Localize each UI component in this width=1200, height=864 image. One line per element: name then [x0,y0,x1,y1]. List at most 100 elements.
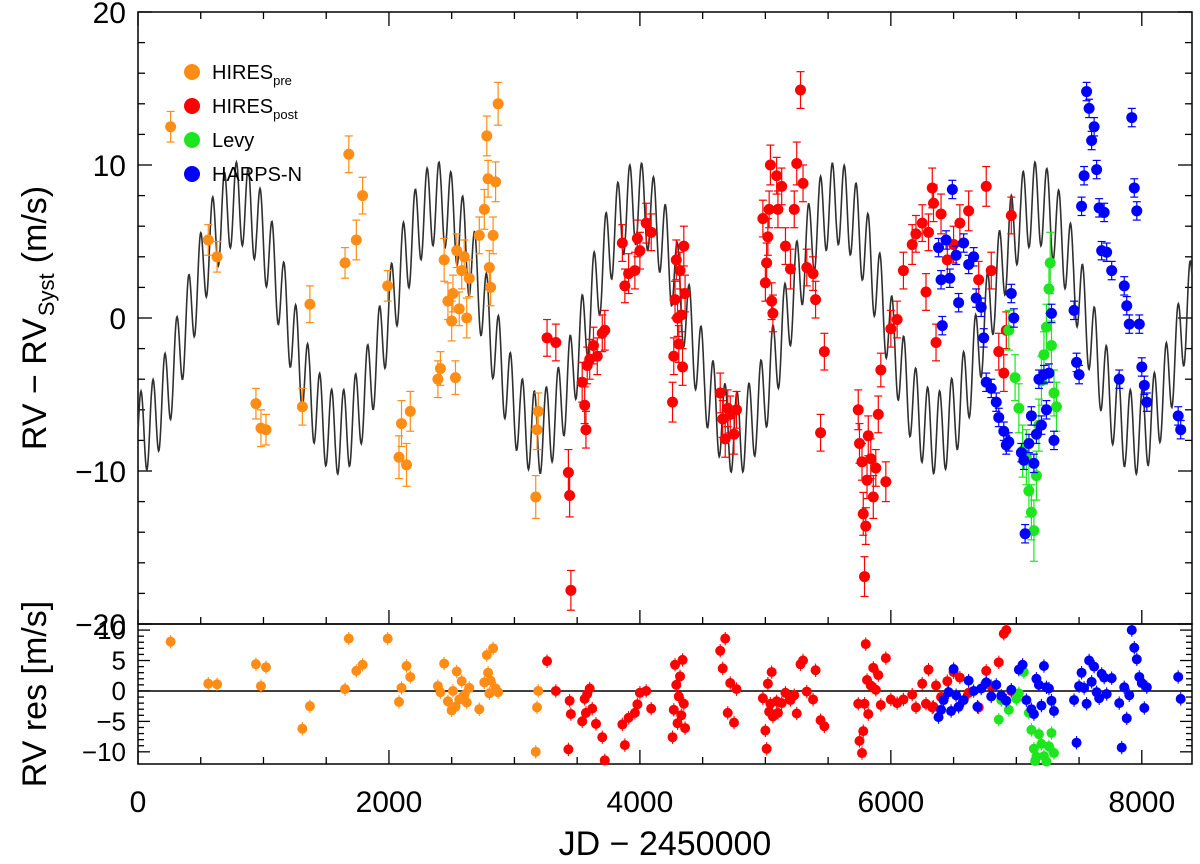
data-point [1128,182,1140,194]
data-point [998,425,1010,437]
data-point [936,320,948,332]
res-data-point [1141,682,1152,693]
res-data-point [910,702,921,713]
data-point [1091,164,1103,176]
data-point [438,254,450,266]
data-point [343,148,355,160]
data-point [296,401,308,413]
xtick-label: 4000 [607,786,674,819]
data-point [1081,86,1093,98]
res-data-point [958,695,969,706]
data-point [1175,424,1187,436]
res-data-point [1041,756,1052,767]
res-data-point [898,694,909,705]
res-data-point [936,704,947,715]
data-point [860,520,872,532]
data-point [446,315,458,327]
res-data-point [550,685,561,696]
res-data-point [854,735,865,746]
data-point [797,177,809,189]
data-point [580,424,592,436]
data-point [1005,209,1017,221]
data-point [767,307,779,319]
data-point [1019,528,1031,540]
data-point [1121,300,1133,312]
data-point [1008,312,1020,324]
data-point [165,121,177,133]
series-harps-n [933,81,1187,544]
data-point [1003,324,1015,336]
data-point [1086,135,1098,147]
res-data-point [587,703,598,714]
res-data-point [1081,698,1092,709]
res-data-point [772,707,783,718]
res-data-point [447,685,458,696]
top-ylabel: RV − RVSyst (m/s) [16,186,59,450]
res-data-point [907,689,918,700]
res-data-point [1119,682,1130,693]
res-data-point [1046,695,1057,706]
data-point [970,292,982,304]
res-data-point [986,691,997,702]
data-point [357,190,369,202]
data-point [1028,525,1040,537]
xtick-label: 6000 [857,786,924,819]
series-hires-pre [165,81,544,520]
data-point [485,281,497,293]
data-point [447,288,459,300]
res-data-point [860,639,871,650]
res-data-point [993,714,1004,725]
res-data-point [677,654,688,665]
xtick-label: 0 [130,786,147,819]
res-data-point [493,687,504,698]
res-data-point [757,693,768,704]
data-point [640,217,652,229]
data-point [1106,265,1118,277]
res-data-point [577,716,588,727]
data-point [487,229,499,241]
res-ytick-label: 0 [112,676,126,706]
legend-marker [184,64,200,80]
data-point [990,396,1002,408]
data-point [763,203,775,215]
res-data-point [873,670,884,681]
res-data-point [870,684,881,695]
data-point [771,170,783,182]
data-point [449,372,461,384]
data-point [1136,361,1148,373]
res-data-point [382,633,393,644]
data-point [1078,170,1090,182]
data-point [776,180,788,192]
data-point [1118,280,1130,292]
res-data-point [981,665,992,676]
legend-label: HIRESpost [212,96,298,122]
data-point [339,257,351,269]
xtick-label: 2000 [356,786,423,819]
data-point [1038,349,1050,361]
res-data-point [931,680,942,691]
res-data-point [351,665,362,676]
res-data-point [780,687,791,698]
res-data-point [917,678,928,689]
data-point [757,213,769,225]
res-data-point [1069,695,1080,706]
res-data-point [1175,693,1186,704]
res-data-point [456,676,467,687]
x-tick-labels: 0 2000 4000 6000 8000 [130,786,1176,819]
res-data-point [1038,661,1049,671]
data-point [1131,205,1143,217]
data-point [993,411,1005,423]
res-data-point [542,656,553,667]
data-point [631,232,643,244]
res-data-point [789,690,800,701]
data-point [616,237,628,249]
res-data-point [675,671,686,682]
res-data-point [963,675,974,686]
data-point [490,176,502,188]
res-data-point [856,748,867,759]
data-point [550,336,562,348]
res-data-point [481,650,492,661]
data-point [852,404,864,416]
data-point [930,336,942,348]
res-series-hires-pre [165,631,544,759]
